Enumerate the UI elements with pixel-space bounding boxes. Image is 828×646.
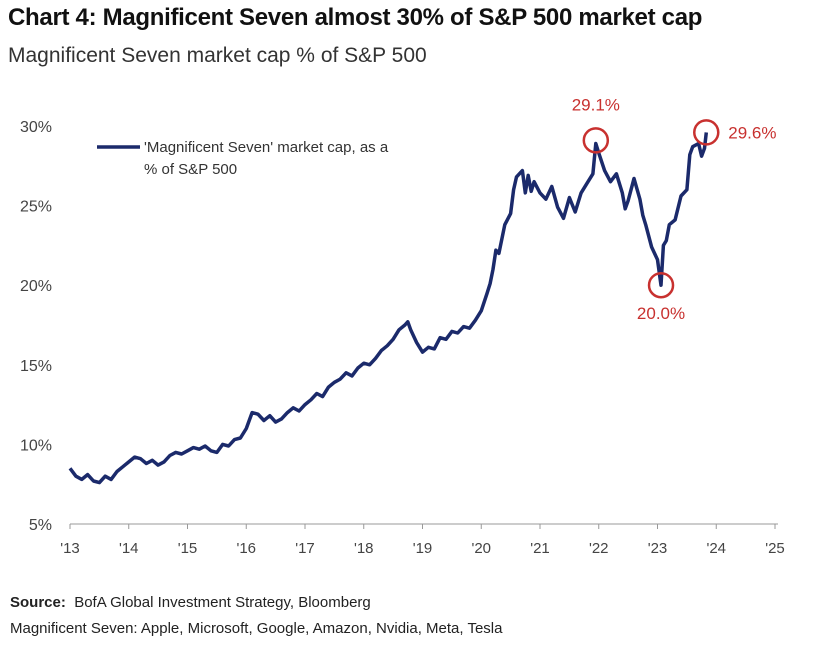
y-tick-label: 10% xyxy=(20,437,52,454)
annotations: 29.1% 20.0% 29.6% xyxy=(572,95,777,323)
annotation-circle xyxy=(647,271,675,299)
x-tick-label: '24 xyxy=(706,540,726,557)
x-tick-label: '13 xyxy=(60,540,80,557)
legend-label-line1: 'Magnificent Seven' market cap, as a xyxy=(144,139,389,156)
y-tick-label: 30% xyxy=(20,119,52,136)
legend-label-line2: % of S&P 500 xyxy=(144,161,237,178)
annotation-circle xyxy=(582,127,610,154)
annotation-circle xyxy=(693,119,720,146)
chart-subtitle: Magnificent Seven market cap % of S&P 50… xyxy=(8,44,427,67)
x-tick-label: '23 xyxy=(648,540,668,557)
x-tick-label: '17 xyxy=(295,540,315,557)
annotation-label: 20.0% xyxy=(637,304,685,323)
x-tick-label: '18 xyxy=(354,540,374,557)
x-tick-label: '14 xyxy=(119,540,139,557)
x-tick-label: '22 xyxy=(589,540,609,557)
x-tick-label: '15 xyxy=(178,540,198,557)
x-tick-label: '21 xyxy=(530,540,550,557)
x-axis: '13 '14 '15 '16 '17 '18 '19 '20 '21 '22 '23 '24 '25 xyxy=(60,524,785,557)
y-tick-label: 5% xyxy=(29,517,52,534)
source-label: Source: xyxy=(10,594,66,611)
x-tick-label: '20 xyxy=(471,540,491,557)
source-note: Source: BofA Global Investment Strategy,… xyxy=(10,594,371,611)
x-tick-label: '25 xyxy=(765,540,785,557)
source-text: BofA Global Investment Strategy, Bloombe… xyxy=(74,594,371,611)
x-tick-label: '19 xyxy=(413,540,433,557)
chart-title: Chart 4: Magnificent Seven almost 30% of… xyxy=(8,4,703,31)
x-tick-label: '16 xyxy=(236,540,256,557)
y-tick-label: 20% xyxy=(20,278,52,295)
annotation-label: 29.6% xyxy=(728,123,776,142)
y-axis: 5% 10% 15% 20% 25% 30% xyxy=(20,119,52,534)
y-tick-label: 15% xyxy=(20,358,52,375)
footnote: Magnificent Seven: Apple, Microsoft, Goo… xyxy=(10,620,503,637)
annotation-label: 29.1% xyxy=(572,95,620,114)
y-tick-label: 25% xyxy=(20,199,52,216)
legend: 'Magnificent Seven' market cap, as a % o… xyxy=(97,139,389,178)
series-line xyxy=(68,132,709,485)
